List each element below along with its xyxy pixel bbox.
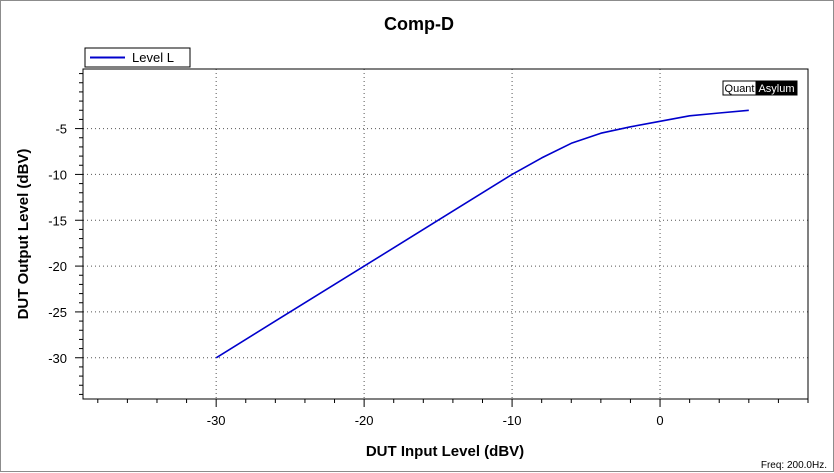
legend-entry-label: Level L [132,50,174,65]
x-tick-label: -30 [207,413,226,428]
y-tick-label: -5 [55,122,67,137]
legend: Level L [84,47,191,68]
tick-layer: -30 -20 -10 0 -5 -10 -15 -20 -25 -30 [48,73,809,428]
y-tick-label: -10 [48,167,67,182]
y-axis-label: DUT Output Level (dBV) [15,149,32,320]
plot-area [82,68,809,400]
x-axis-label: DUT Input Level (dBV) [366,443,524,460]
x-tick-label: 0 [656,413,663,428]
quantasylum-logo: Quant Asylum [722,80,798,96]
logo-right-box [755,80,798,96]
grid-layer [83,69,808,399]
logo-left-text: Quant [725,83,755,95]
logo-right-text: Asylum [758,83,794,95]
y-tick-label: -25 [48,305,67,320]
y-tick-label: -15 [48,213,67,228]
x-tick-label: -20 [355,413,374,428]
chart-title: Comp-D [384,14,454,34]
x-tick-label: -10 [503,413,522,428]
legend-box [84,47,191,68]
y-tick-label: -30 [48,351,67,366]
series-line-level-l [215,109,749,359]
frequency-readout: Freq: 200.0Hz. [761,460,827,471]
series-layer [215,109,749,359]
y-tick-label: -20 [48,259,67,274]
